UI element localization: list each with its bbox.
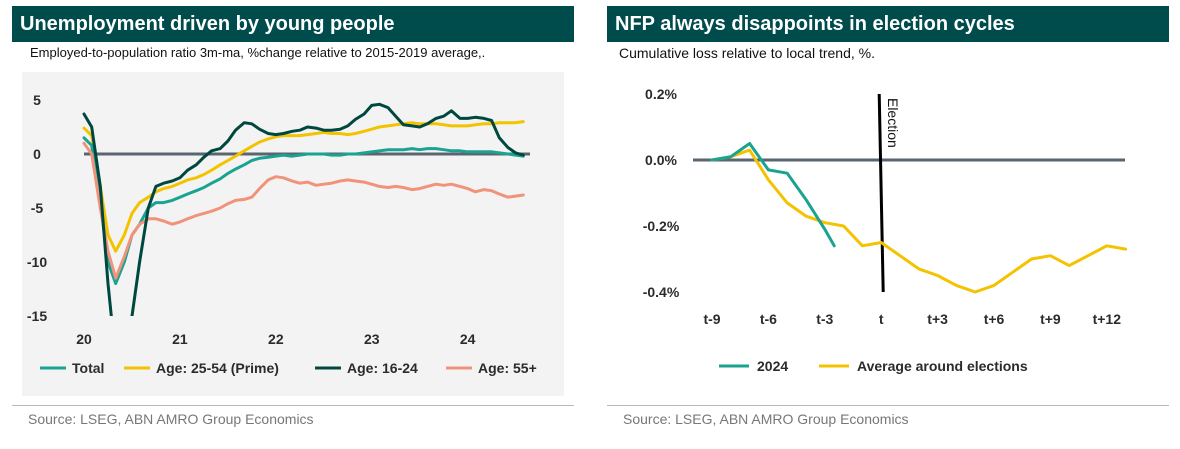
right-x-tick-label: t+6 bbox=[984, 311, 1005, 327]
right-y-tick-label: -0.4% bbox=[643, 284, 680, 300]
legend-label-age-16-24: Age: 16-24 bbox=[347, 360, 418, 376]
left-series-line-age-55 bbox=[82, 141, 525, 280]
legend-label-age-55: Age: 55+ bbox=[478, 360, 537, 376]
right-x-tick-label: t+12 bbox=[1093, 311, 1122, 327]
legend-label-age-25-54-prime: Age: 25-54 (Prime) bbox=[156, 360, 279, 376]
left-y-tick-label: -5 bbox=[31, 200, 44, 216]
right-x-tick-label: t-6 bbox=[760, 311, 777, 327]
left-x-tick-label: 24 bbox=[460, 331, 476, 347]
right-chart-svg: 0.2% 0.0% -0.2% -0.4% t-9 t-6 t-3 t t+3 t+6 t+9 t+1… bbox=[643, 86, 1128, 374]
legend-label-2024: 2024 bbox=[757, 358, 788, 374]
left-chart-panel: Unemployment driven by young people Empl… bbox=[12, 0, 574, 449]
right-x-tick-label: t bbox=[879, 311, 884, 327]
right-y-tick-label: 0.0% bbox=[645, 152, 677, 168]
left-chart-svg: 5 0 -5 -10 -15 20 21 22 23 24 Total Age: 25-54 (Pri… bbox=[27, 92, 537, 376]
left-x-tick-label: 20 bbox=[76, 331, 92, 347]
right-x-tick-label: t+3 bbox=[927, 311, 948, 327]
right-chart-panel: NFP always disappoints in election cycle… bbox=[607, 0, 1169, 449]
left-x-tick-label: 23 bbox=[364, 331, 380, 347]
right-y-tick-label: -0.2% bbox=[643, 218, 680, 234]
right-x-tick-label: t+9 bbox=[1040, 311, 1061, 327]
right-source-note: Source: LSEG, ABN AMRO Group Economics bbox=[623, 411, 909, 427]
right-chart-subtitle: Cumulative loss relative to local trend,… bbox=[619, 45, 875, 61]
election-label: Election bbox=[885, 98, 901, 148]
left-y-tick-label: 0 bbox=[33, 146, 41, 162]
left-y-tick-label: -10 bbox=[27, 254, 47, 270]
right-y-tick-label: 0.2% bbox=[645, 86, 677, 102]
left-chart-title: Unemployment driven by young people bbox=[12, 6, 574, 42]
right-chart-title: NFP always disappoints in election cycle… bbox=[607, 6, 1169, 42]
right-series-line-average-around-elections bbox=[710, 148, 1128, 294]
election-marker-line bbox=[877, 93, 885, 293]
left-y-tick-label: -15 bbox=[27, 308, 47, 324]
left-source-note: Source: LSEG, ABN AMRO Group Economics bbox=[28, 411, 314, 427]
left-series-line-age-16-24 bbox=[82, 102, 525, 316]
left-divider bbox=[12, 405, 574, 406]
left-x-tick-label: 21 bbox=[172, 331, 188, 347]
left-series-line-total bbox=[82, 136, 525, 286]
right-series-line-2024 bbox=[710, 142, 836, 248]
left-y-tick-label: 5 bbox=[33, 92, 41, 108]
legend-label-average-around-elections: Average around elections bbox=[857, 358, 1028, 374]
legend-label-total: Total bbox=[72, 360, 104, 376]
right-x-tick-label: t-9 bbox=[703, 311, 720, 327]
left-x-tick-label: 22 bbox=[268, 331, 284, 347]
right-x-tick-label: t-3 bbox=[816, 311, 833, 327]
left-chart-subtitle: Employed-to-population ratio 3m-ma, %cha… bbox=[30, 45, 486, 60]
right-divider bbox=[607, 405, 1169, 406]
left-series-line-age-25-54-prime bbox=[82, 120, 525, 253]
